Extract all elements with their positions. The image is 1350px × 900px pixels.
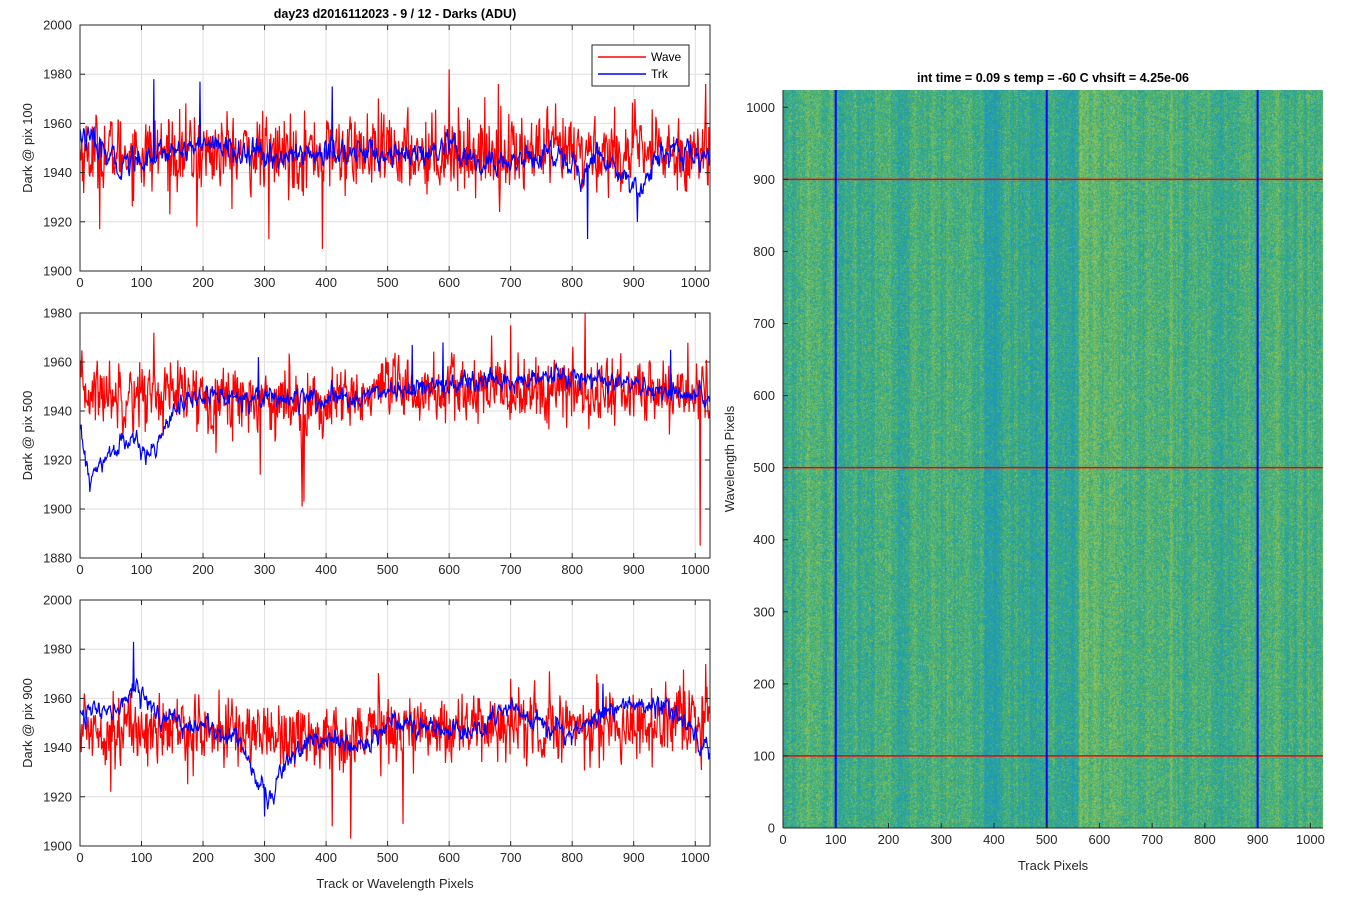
x-tick-label: 600 <box>438 850 460 865</box>
x-tick-label: 0 <box>76 562 83 577</box>
x-tick-label: 100 <box>131 275 153 290</box>
x-tick-label: 200 <box>192 562 214 577</box>
x-tick-label: 300 <box>254 275 276 290</box>
x-tick-label: 100 <box>131 850 153 865</box>
axes-box <box>79 24 711 272</box>
x-tick-label: 0 <box>779 832 786 847</box>
axes-box <box>79 599 711 847</box>
y-tick-label: 2000 <box>43 593 72 608</box>
series-line-trk <box>80 79 710 240</box>
y-tick-label: 1960 <box>43 116 72 131</box>
series-line-trk <box>80 641 710 817</box>
legend-trk-label: Trk <box>651 67 669 81</box>
plot-dark-pix-900: 0 100 200 300 400 500 600 700 800 900 1000 1900 1920… <box>20 593 711 891</box>
plot-dark-pix-500: 0 100 200 300 400 500 600 700 800 900 1000 1880 1900… <box>20 306 711 577</box>
x-tick-label: 200 <box>878 832 900 847</box>
y-tick-label: 500 <box>753 460 775 475</box>
x-tick-label: 900 <box>1247 832 1269 847</box>
x-tick-label: 700 <box>500 562 522 577</box>
y-tick-label: 200 <box>753 676 775 691</box>
x-tick-label: 600 <box>438 562 460 577</box>
x-tick-label: 400 <box>315 562 337 577</box>
x-tick-label: 900 <box>623 562 645 577</box>
x-tick-label: 800 <box>561 275 583 290</box>
x-axis-label: Track Pixels <box>1018 858 1089 873</box>
y-tick-label: 1940 <box>43 740 72 755</box>
y-axis-label: Dark @ pix 500 <box>20 391 35 481</box>
x-tick-label: 900 <box>623 275 645 290</box>
x-tick-label: 100 <box>825 832 847 847</box>
y-tick-label: 700 <box>753 316 775 331</box>
y-tick-label: 1980 <box>43 642 72 657</box>
y-tick-label: 1920 <box>43 214 72 229</box>
x-tick-label: 400 <box>315 850 337 865</box>
x-tick-label: 500 <box>377 275 399 290</box>
x-tick-label: 0 <box>76 275 83 290</box>
x-axis-label: Track or Wavelength Pixels <box>316 876 474 891</box>
x-tick-label: 1000 <box>681 562 710 577</box>
y-tick-label: 1900 <box>43 264 72 279</box>
y-tick-label: 1940 <box>43 165 72 180</box>
figure-title: day23 d2016112023 - 9 / 12 - Darks (ADU) <box>274 7 517 21</box>
legend-wave-label: Wave <box>651 50 682 64</box>
y-tick-label: 1980 <box>43 306 72 321</box>
x-tick-label: 900 <box>623 850 645 865</box>
x-tick-label: 700 <box>500 275 522 290</box>
plot-area <box>80 313 710 558</box>
y-tick-label: 1960 <box>43 691 72 706</box>
heatmap-image <box>783 90 1323 828</box>
y-axis-label: Dark @ pix 100 <box>20 103 35 193</box>
x-tick-label: 600 <box>438 275 460 290</box>
y-tick-label: 1960 <box>43 355 72 370</box>
y-tick-label: 1000 <box>746 100 775 115</box>
series-line-wave <box>80 69 710 249</box>
y-tick-label: 400 <box>753 532 775 547</box>
axes-box <box>79 312 711 559</box>
legend: Wave Trk <box>591 44 690 87</box>
y-tick-label: 2000 <box>43 18 72 33</box>
x-tick-label: 1000 <box>681 275 710 290</box>
x-tick-label: 300 <box>254 850 276 865</box>
x-tick-label: 700 <box>1141 832 1163 847</box>
x-tick-label: 700 <box>500 850 522 865</box>
y-tick-label: 900 <box>753 172 775 187</box>
y-tick-label: 1980 <box>43 67 72 82</box>
x-tick-label: 200 <box>192 275 214 290</box>
x-tick-label: 100 <box>131 562 153 577</box>
x-tick-label: 500 <box>1036 832 1058 847</box>
x-tick-label: 400 <box>315 275 337 290</box>
x-tick-label: 500 <box>377 562 399 577</box>
x-tick-label: 300 <box>254 562 276 577</box>
y-tick-label: 600 <box>753 388 775 403</box>
x-tick-label: 1000 <box>1296 832 1325 847</box>
x-tick-label: 800 <box>1194 832 1216 847</box>
y-tick-label: 1940 <box>43 404 72 419</box>
x-tick-label: 800 <box>561 850 583 865</box>
y-axis-label: Dark @ pix 900 <box>20 678 35 768</box>
y-tick-label: 1920 <box>43 789 72 804</box>
heatmap-title: int time = 0.09 s temp = -60 C vhsift = … <box>917 71 1189 85</box>
y-tick-label: 1920 <box>43 453 72 468</box>
x-tick-label: 500 <box>377 850 399 865</box>
y-tick-label: 1880 <box>43 551 72 566</box>
series-line-wave <box>80 313 710 546</box>
heatmap-panel: int time = 0.09 s temp = -60 C vhsift = … <box>722 71 1325 873</box>
x-tick-label: 400 <box>983 832 1005 847</box>
y-tick-label: 1900 <box>43 839 72 854</box>
y-tick-label: 0 <box>768 821 775 836</box>
x-tick-label: 200 <box>192 850 214 865</box>
x-tick-label: 0 <box>76 850 83 865</box>
y-axis-label: Wavelength Pixels <box>722 405 737 512</box>
y-tick-label: 100 <box>753 748 775 763</box>
y-tick-label: 1900 <box>43 502 72 517</box>
y-tick-label: 800 <box>753 244 775 259</box>
x-tick-label: 800 <box>561 562 583 577</box>
x-tick-label: 600 <box>1089 832 1111 847</box>
x-tick-label: 300 <box>930 832 952 847</box>
x-tick-label: 1000 <box>681 850 710 865</box>
series-line-trk <box>80 342 710 492</box>
y-tick-label: 300 <box>753 604 775 619</box>
